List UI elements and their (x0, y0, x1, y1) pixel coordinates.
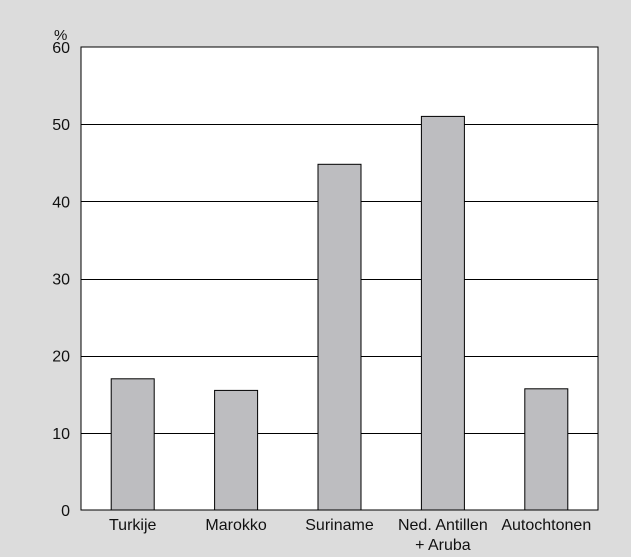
x-tick-label-line: Marokko (205, 517, 266, 534)
x-tick-label: Marokko (205, 517, 266, 534)
y-tick-label: 60 (52, 40, 70, 57)
bar (420, 115, 465, 511)
x-tick-label: Suriname (305, 517, 374, 534)
x-axis-tick-labels: Turkije Marokko Suriname Ned. Antillen + Aru… (109, 517, 591, 554)
x-tick-label: Turkije (109, 517, 157, 534)
x-tick-label-line: + Aruba (415, 537, 471, 554)
y-tick-label: 40 (52, 194, 70, 211)
y-axis-label: % (54, 27, 67, 44)
y-tick-label: 20 (52, 349, 70, 366)
x-tick-label: Autochtonen (501, 517, 591, 534)
bar (317, 163, 362, 511)
bar (110, 378, 155, 511)
y-tick-label: 30 (52, 272, 70, 289)
y-tick-label: 10 (52, 426, 70, 443)
x-tick-label-line: Autochtonen (501, 517, 591, 534)
bar (214, 389, 259, 511)
x-tick-label-line: Ned. Antillen (398, 517, 488, 534)
y-axis-tick-labels: 0 10 20 30 40 50 60 (52, 40, 70, 520)
x-tick-label-line: Suriname (305, 517, 374, 534)
bar (524, 388, 569, 511)
x-tick-label-line: Turkije (109, 517, 157, 534)
bars (110, 115, 569, 511)
plot-frame (80, 46, 599, 511)
y-tick-label: 50 (52, 117, 70, 134)
x-tick-label: Ned. Antillen + Aruba (398, 517, 488, 554)
y-tick-label: 0 (61, 503, 70, 520)
